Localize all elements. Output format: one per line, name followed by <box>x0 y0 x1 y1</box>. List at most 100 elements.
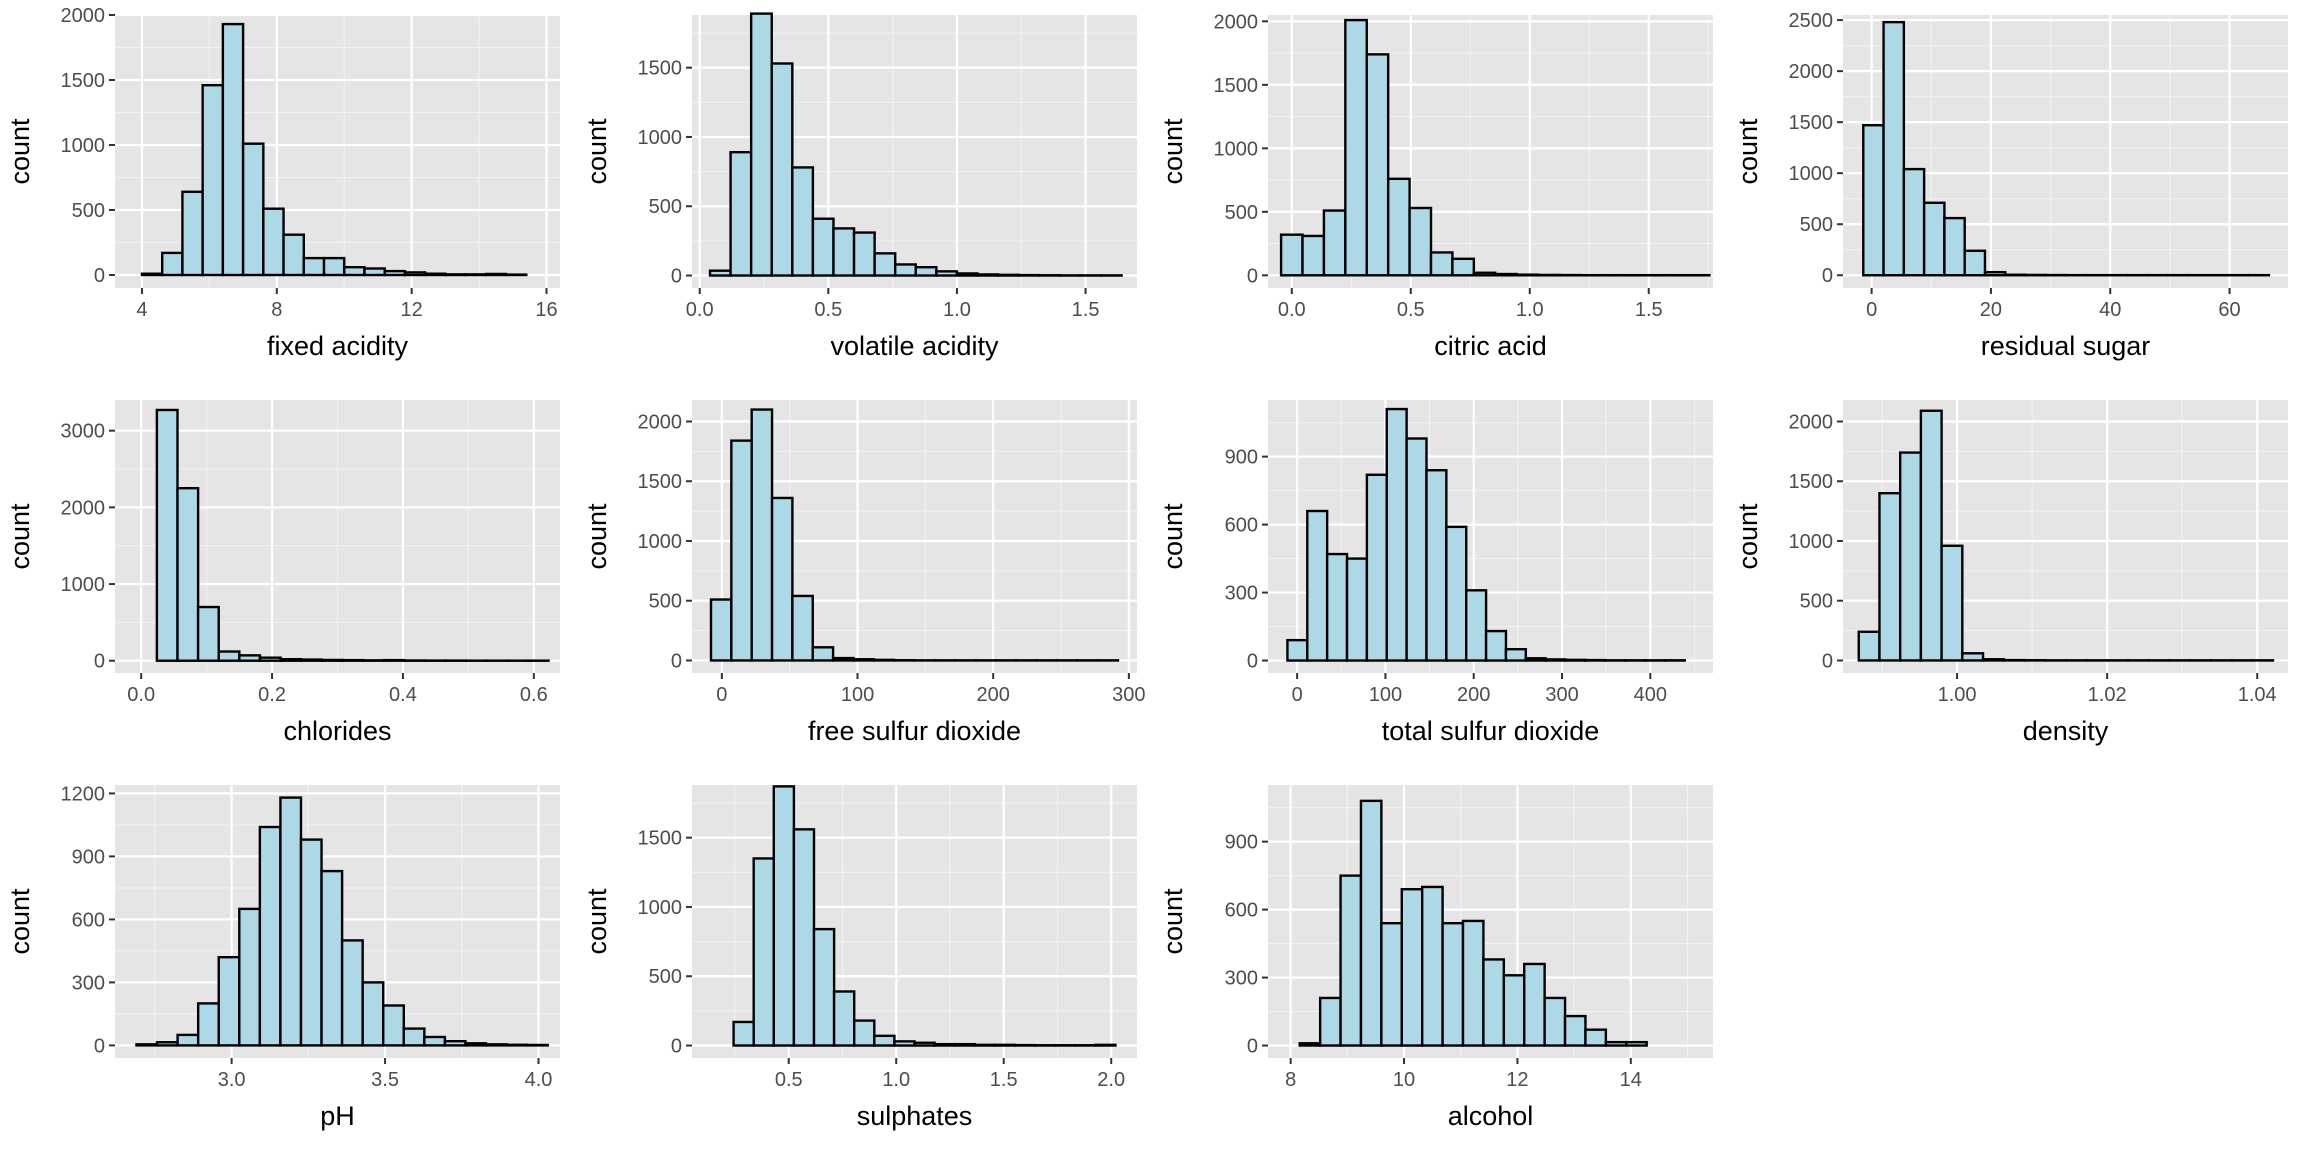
y-axis-title: count <box>1158 118 1188 185</box>
histogram-bar <box>812 927 836 1047</box>
chart-panel-11: 0 300 600 900 8 10 12 14 alcohol count <box>1158 785 1713 1131</box>
x-tick-label: 1.0 <box>943 299 971 321</box>
histogram-bar <box>1445 525 1468 662</box>
histogram-bar <box>176 1033 200 1047</box>
histogram-bar <box>1429 251 1454 277</box>
x-axis-title: free sulfur dioxide <box>808 716 1021 746</box>
y-tick-label: 1000 <box>1789 163 1834 185</box>
x-tick-label: 300 <box>1112 684 1145 706</box>
histogram-bar <box>1318 996 1342 1047</box>
histogram-bar <box>832 990 856 1047</box>
histogram-bar <box>320 869 344 1047</box>
histogram-bar <box>770 62 794 277</box>
histogram-bar <box>484 272 508 277</box>
histogram-bar <box>176 486 200 662</box>
histogram-bar <box>811 646 835 662</box>
chart-panel-10: 0 500 1000 1500 0.5 1.0 1.5 2.0 sulphates count <box>582 785 1137 1131</box>
y-tick-label: 2000 <box>638 412 683 434</box>
y-tick-label: 500 <box>649 966 682 988</box>
x-tick-label: 60 <box>2218 299 2240 321</box>
histogram-bar <box>752 857 775 1047</box>
histogram-bar <box>1306 509 1329 662</box>
x-tick-label: 1.5 <box>990 1069 1018 1091</box>
y-axis-title: count <box>1733 503 1763 570</box>
y-tick-label: 300 <box>72 972 105 994</box>
histogram-bar <box>1961 652 1985 662</box>
x-tick-label: 0.0 <box>686 299 714 321</box>
histogram-bar <box>1484 629 1508 662</box>
y-tick-label: 1000 <box>638 897 683 919</box>
x-tick-label: 2.0 <box>1097 1069 1125 1091</box>
histogram-bar <box>322 256 346 277</box>
histogram-bar <box>1494 272 1518 277</box>
histogram-bar <box>403 271 427 277</box>
x-axis-title: volatile acidity <box>830 331 999 361</box>
y-tick-label: 1500 <box>638 58 683 80</box>
histogram-bar <box>750 408 774 662</box>
histogram-bar <box>1286 638 1309 662</box>
histogram-bar <box>955 272 979 277</box>
y-tick-label: 1500 <box>638 471 683 493</box>
histogram-bar <box>708 269 732 277</box>
histogram-bar <box>341 658 365 662</box>
x-axis-title: sulphates <box>857 1101 973 1131</box>
y-tick-label: 1500 <box>1214 75 1259 97</box>
histogram-bar <box>155 408 179 662</box>
y-tick-label: 600 <box>72 909 105 931</box>
histogram-bar <box>196 1002 220 1047</box>
histogram-bar <box>444 273 467 277</box>
x-axis-title: residual sugar <box>1981 331 2151 361</box>
chart-panel-3: 0 500 1000 1500 2000 0.0 0.5 1.0 1.5 citric acid c… <box>1158 11 1713 361</box>
histogram-bar <box>1441 921 1465 1047</box>
y-tick-label: 600 <box>1225 900 1258 922</box>
y-tick-label: 1000 <box>1789 531 1834 553</box>
x-tick-label: 0.4 <box>389 684 417 706</box>
y-tick-label: 0 <box>94 651 105 673</box>
histogram-bar <box>221 22 245 277</box>
histogram-bar <box>1515 273 1540 277</box>
histogram-bar <box>749 12 773 277</box>
histogram-bar <box>832 227 856 277</box>
histogram-bar <box>1882 20 1906 277</box>
histogram-bar <box>1465 589 1488 662</box>
histogram-bar <box>1344 18 1368 277</box>
chart-panel-9: 0 300 600 900 1200 3.0 3.5 4.0 pH count <box>5 783 560 1131</box>
histogram-bar <box>299 838 323 1047</box>
y-tick-label: 2000 <box>61 497 106 519</box>
histogram-bar <box>402 1027 426 1047</box>
y-tick-label: 300 <box>1225 968 1258 990</box>
histogram-bar <box>181 190 204 277</box>
histogram-bar <box>343 266 366 277</box>
x-tick-label: 300 <box>1545 684 1578 706</box>
histogram-bar <box>340 939 364 1047</box>
histogram-bar <box>993 1043 1017 1047</box>
histogram-bar <box>423 272 447 277</box>
histogram-bar <box>791 166 815 277</box>
histogram-bar <box>484 1043 508 1047</box>
histogram-bar <box>913 1041 936 1047</box>
y-tick-label: 500 <box>72 200 105 222</box>
x-tick-label: 0.5 <box>1397 299 1425 321</box>
histogram-bar <box>217 956 241 1047</box>
histogram-bar <box>361 981 385 1047</box>
y-tick-label: 0 <box>671 266 682 288</box>
x-tick-label: 4 <box>136 299 147 321</box>
histogram-bar <box>1563 1014 1587 1047</box>
histogram-bar <box>1461 919 1485 1047</box>
histogram-bar <box>811 217 835 277</box>
histogram-bar <box>1963 249 1987 277</box>
histogram-bar <box>1919 409 1943 662</box>
histogram-bar <box>382 658 406 662</box>
histogram-bar <box>279 657 303 662</box>
histogram-bar <box>1943 216 1966 277</box>
chart-panel-4: 0 500 1000 1500 2000 2500 0 20 40 60 residual suga… <box>1733 10 2288 361</box>
histogram-bar <box>238 654 262 662</box>
histogram-bar <box>155 1041 179 1047</box>
histogram-bar <box>973 1043 997 1047</box>
histogram-bar <box>1094 1043 1117 1047</box>
histogram-bar <box>1922 201 1946 277</box>
y-tick-label: 0 <box>1822 650 1833 672</box>
histogram-bar <box>258 656 282 662</box>
histogram-bar <box>279 796 303 1047</box>
y-tick-label: 2000 <box>61 5 106 27</box>
